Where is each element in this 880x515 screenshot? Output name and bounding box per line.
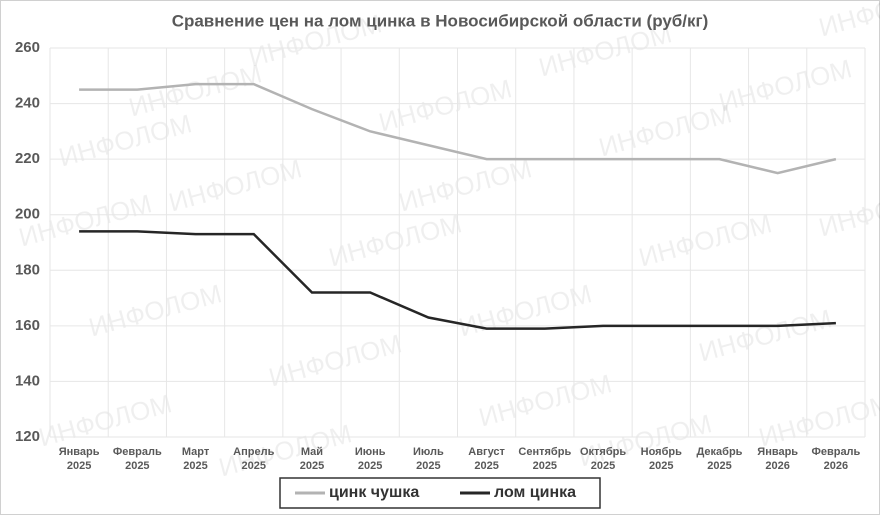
- x-tick-label: Июнь 2025: [355, 446, 386, 472]
- legend-label: лом цинка: [494, 484, 576, 501]
- legend-label: цинк чушка: [329, 484, 419, 501]
- x-tick-label: Февраль 2025: [113, 446, 162, 472]
- y-tick-label: 160: [15, 317, 40, 334]
- x-tick-label: Апрель 2025: [233, 446, 274, 472]
- y-tick-label: 140: [15, 372, 40, 389]
- y-tick-label: 120: [15, 428, 40, 445]
- x-tick-label: Март 2025: [182, 446, 210, 472]
- chart-title: Сравнение цен на лом цинка в Новосибирск…: [172, 11, 709, 30]
- x-tick-label: Февраль 2026: [811, 446, 860, 472]
- y-tick-label: 220: [15, 150, 40, 167]
- x-tick-label: Декабрь 2025: [696, 446, 742, 472]
- y-tick-label: 180: [15, 261, 40, 278]
- y-tick-label: 200: [15, 206, 40, 223]
- line-series: [79, 230, 836, 330]
- y-tick-label: 260: [15, 39, 40, 56]
- x-tick-label: Январь 2025: [59, 446, 100, 472]
- x-tick-label: Сентябрь 2025: [518, 446, 571, 472]
- line-series: [79, 82, 837, 175]
- x-tick-label: Ноябрь 2025: [641, 446, 682, 472]
- x-tick-label: Август 2025: [468, 446, 505, 472]
- y-tick-label: 240: [15, 95, 40, 112]
- x-tick-label: Май 2025: [300, 446, 324, 472]
- x-tick-label: Январь 2026: [757, 446, 798, 472]
- x-tick-label: Июль 2025: [413, 446, 444, 472]
- legend-box: [279, 477, 601, 509]
- x-tick-label: Октябрь 2025: [580, 446, 626, 472]
